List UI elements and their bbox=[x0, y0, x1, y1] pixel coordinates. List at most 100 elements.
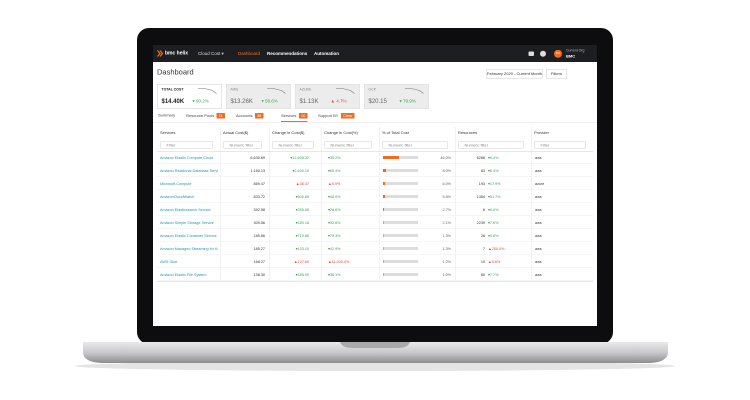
service-link[interactable]: AmazonCloudWatch bbox=[160, 194, 195, 200]
service-link[interactable]: Amazon Simple Storage Service bbox=[160, 220, 214, 226]
nav-link[interactable]: Recommendations bbox=[267, 51, 308, 56]
resource-count: 19 bbox=[480, 259, 485, 265]
table-row[interactable] bbox=[157, 229, 593, 242]
actual-cost: 185.27 bbox=[253, 246, 265, 252]
column-header[interactable]: Resources bbox=[458, 130, 478, 136]
column-divider bbox=[269, 127, 270, 281]
tab[interactable]: Summary bbox=[158, 113, 175, 120]
provider: aws bbox=[535, 220, 542, 226]
nav-icons[interactable] bbox=[528, 50, 568, 58]
tab-badge[interactable]: 10 bbox=[298, 113, 308, 119]
actual-cost: 309.56 bbox=[253, 220, 265, 226]
share-track bbox=[383, 221, 418, 224]
column-filter[interactable]: Numeric filter bbox=[272, 141, 314, 149]
change-percent: ▲11,000.0% bbox=[328, 259, 350, 265]
column-header[interactable]: Change in Cost($) bbox=[272, 130, 305, 136]
summary-card[interactable]: AWS $13.26K ▾ 58.6% bbox=[226, 84, 291, 109]
column-filter[interactable]: Filter bbox=[160, 141, 213, 149]
column-header[interactable]: Provider bbox=[534, 130, 549, 136]
nav-bar: bmc helix Cloud Cost ▾ Dashboard Recommenda… bbox=[153, 45, 597, 62]
tab-badge[interactable]: 38 bbox=[254, 113, 264, 119]
table-row[interactable] bbox=[157, 177, 593, 190]
service-link[interactable]: Amazon Managed Streaming for Kafka bbox=[160, 246, 218, 252]
product-menu[interactable]: Cloud Cost ▾ bbox=[198, 51, 224, 56]
provider: azure bbox=[535, 181, 545, 187]
notch bbox=[340, 342, 410, 348]
column-header[interactable]: Services bbox=[160, 130, 176, 136]
table-row[interactable] bbox=[157, 242, 593, 255]
change-cost: ▾2,630.10 bbox=[292, 168, 309, 174]
table-row[interactable] bbox=[157, 203, 593, 216]
change-percent: ▾69.4% bbox=[328, 168, 341, 174]
brand: bmc helix bbox=[165, 50, 189, 57]
service-link[interactable]: Amazon Relational Database Service bbox=[160, 168, 218, 174]
tab[interactable]: Accounts 38 bbox=[236, 113, 264, 121]
service-link[interactable]: Amazon Elastic File System bbox=[160, 272, 207, 278]
tab-label[interactable]: Resource Pools bbox=[186, 113, 215, 119]
tab-label[interactable]: Support BY bbox=[318, 113, 339, 119]
share-track bbox=[383, 208, 418, 211]
provider: aws bbox=[535, 207, 542, 213]
service-link[interactable]: Amazon Elasticsearch Service bbox=[160, 207, 211, 213]
service-link[interactable]: AWS Glue bbox=[160, 259, 178, 265]
period-select[interactable]: February 2020 - Current Month bbox=[486, 69, 543, 79]
column-header[interactable]: Actual Cost($) bbox=[223, 130, 249, 136]
tab-label[interactable]: Services bbox=[281, 113, 297, 119]
resource-change: ▾17.9% bbox=[488, 181, 501, 187]
resource-count: 6 bbox=[482, 207, 485, 213]
column-filter[interactable]: Numeric filter bbox=[458, 141, 524, 149]
tab[interactable]: Resource Pools 11 bbox=[186, 113, 225, 121]
column-divider bbox=[220, 127, 221, 281]
column-header[interactable]: % of Total Cost bbox=[382, 130, 409, 136]
table-row[interactable] bbox=[157, 268, 593, 281]
column-filter[interactable]: Filter bbox=[534, 141, 586, 149]
summary-card[interactable]: AZURE $1.13K ▲ 4.7% bbox=[295, 84, 360, 109]
nav-link[interactable]: Dashboard bbox=[238, 51, 261, 56]
change-percent: ▾32.6% bbox=[328, 220, 341, 226]
resource-change: ▾51.7% bbox=[488, 194, 501, 200]
tab-badge[interactable]: 11 bbox=[216, 113, 225, 119]
resource-count: 2239 bbox=[476, 220, 485, 226]
tab[interactable]: Support BY Clear bbox=[318, 113, 355, 121]
table-row[interactable] bbox=[157, 216, 593, 229]
actual-cost: 168.27 bbox=[253, 259, 265, 265]
provider: aws bbox=[535, 246, 542, 252]
table-row[interactable] bbox=[157, 190, 593, 203]
provider: aws bbox=[535, 155, 542, 161]
card-change: ▲ 4.7% bbox=[330, 98, 347, 104]
table-row[interactable] bbox=[157, 151, 593, 164]
column-divider bbox=[455, 127, 456, 281]
tab[interactable]: Services 10 bbox=[281, 113, 308, 122]
share-percent: 1.3% bbox=[442, 233, 451, 239]
summary-card[interactable]: GCP $20.15 ▾ 79.9% bbox=[364, 84, 429, 109]
card-value: $13.26K bbox=[230, 97, 253, 105]
avatar[interactable]: DH bbox=[555, 52, 561, 55]
column-filter[interactable]: Numeric filter bbox=[324, 141, 372, 149]
share-bar bbox=[383, 208, 384, 211]
column-filter[interactable]: Numeric filter bbox=[223, 141, 262, 149]
nav-link[interactable]: Automation bbox=[314, 51, 339, 56]
service-link[interactable]: Microsoft.Compute bbox=[160, 181, 192, 187]
resource-change: ▾7.6% bbox=[488, 220, 499, 226]
provider: aws bbox=[535, 194, 542, 200]
tab-badge[interactable]: Clear bbox=[340, 113, 355, 119]
resource-count: 26 bbox=[480, 233, 485, 239]
shadow bbox=[75, 361, 675, 371]
actual-cost: 185.86 bbox=[253, 233, 265, 239]
card-value: $1.13K bbox=[299, 97, 319, 105]
filters-button[interactable]: Filters bbox=[546, 69, 567, 79]
service-link[interactable]: Amazon Elastic Container Service bbox=[160, 233, 217, 239]
column-header[interactable]: Change in Cost(%) bbox=[324, 130, 358, 136]
service-link[interactable]: Amazon Elastic Compute Cloud bbox=[160, 155, 213, 161]
summary-card[interactable]: TOTAL COST $14.40K ▾ 90.2% bbox=[157, 84, 222, 109]
share-bar bbox=[383, 182, 386, 185]
card-value: $20.15 bbox=[368, 97, 387, 105]
column-filter[interactable]: Numeric filter bbox=[382, 141, 448, 149]
tab-label[interactable]: Summary bbox=[158, 113, 176, 118]
tab-rule bbox=[153, 122, 597, 123]
share-percent: 2.7% bbox=[442, 207, 451, 213]
table-row[interactable] bbox=[157, 255, 593, 268]
tab-label[interactable]: Accounts bbox=[236, 113, 253, 119]
table-row[interactable] bbox=[157, 164, 593, 177]
